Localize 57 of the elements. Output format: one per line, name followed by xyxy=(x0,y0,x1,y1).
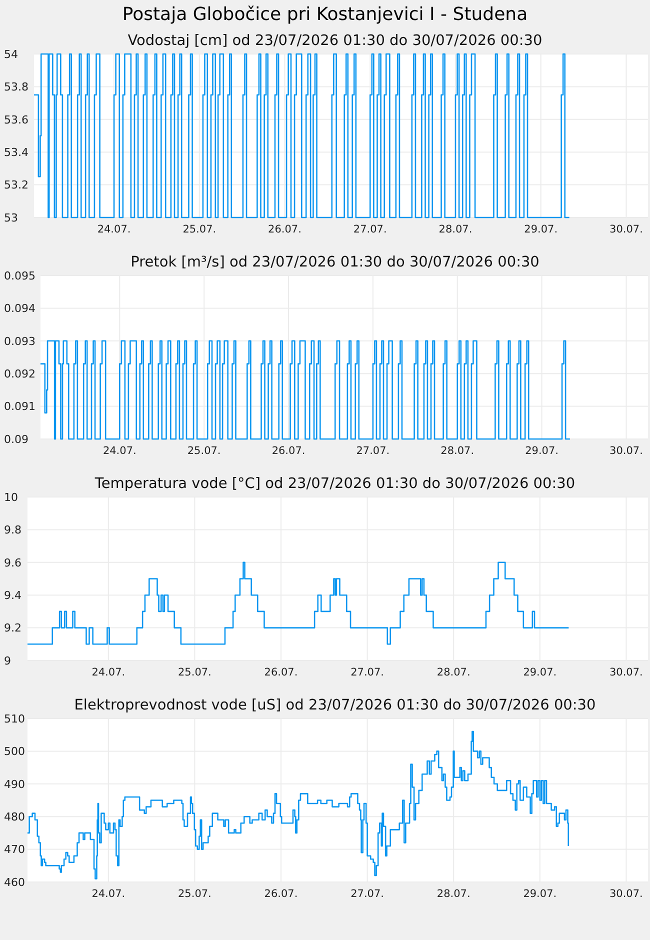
y-tick-label: 0.094 xyxy=(4,302,36,316)
chart-title: Pretok [m³/s] od 23/07/2026 01:30 do 30/07/2026 00:30 xyxy=(130,254,540,270)
chart-title: Temperatura vode [°C] od 23/07/2026 01:30 do 30/07/2026 00:30 xyxy=(94,476,576,492)
chart-subtitle: Vodostaj [cm] od 23/07/2026 01:30 do 30/07/2026 00:30 xyxy=(128,33,542,49)
y-tick-label: 9.8 xyxy=(4,524,22,537)
x-tick-label: 30.07. xyxy=(610,224,643,236)
x-tick-label: 26.07. xyxy=(268,224,302,236)
x-tick-label: 30.07. xyxy=(610,445,643,457)
y-tick-label: 53.6 xyxy=(4,113,28,126)
y-tick-label: 53.4 xyxy=(4,146,28,159)
x-tick-label: 27.07. xyxy=(350,888,384,900)
x-tick-label: 27.07. xyxy=(353,224,387,236)
y-tick-label: 0.095 xyxy=(4,269,36,282)
x-tick-label: 24.07. xyxy=(92,666,126,678)
x-tick-label: 29.07. xyxy=(524,224,558,236)
x-tick-label: 28.07. xyxy=(436,666,470,678)
x-tick-label: 28.07. xyxy=(438,224,472,236)
x-tick-label: 30.07. xyxy=(610,888,643,900)
x-tick-label: 29.07. xyxy=(525,445,559,457)
x-tick-label: 30.07. xyxy=(610,666,643,678)
y-tick-label: 9 xyxy=(4,654,11,668)
y-tick-label: 480 xyxy=(4,810,25,824)
y-tick-label: 9.2 xyxy=(4,622,22,635)
x-tick-label: 28.07. xyxy=(440,445,474,457)
chart-title: Postaja Globočice pri Kostanjevici I - Studena xyxy=(122,4,528,25)
x-tick-label: 24.07. xyxy=(97,224,131,236)
y-tick-label: 0.093 xyxy=(4,334,36,348)
y-tick-label: 9.6 xyxy=(4,556,22,570)
y-tick-label: 500 xyxy=(4,745,25,758)
y-tick-label: 53.2 xyxy=(4,178,28,192)
y-tick-label: 0.09 xyxy=(4,432,28,446)
chart-title: Elektroprevodnost vode [uS] od 23/07/2026 01:30 do 30/07/2026 00:30 xyxy=(74,698,596,714)
x-tick-label: 25.07. xyxy=(178,888,212,900)
y-tick-label: 0.091 xyxy=(4,400,36,414)
y-tick-label: 53.8 xyxy=(4,80,28,94)
x-tick-label: 25.07. xyxy=(178,666,212,678)
x-tick-label: 25.07. xyxy=(187,445,221,457)
y-tick-label: 460 xyxy=(4,876,25,889)
x-tick-label: 26.07. xyxy=(264,888,298,900)
x-tick-label: 28.07. xyxy=(436,888,470,900)
x-tick-label: 24.07. xyxy=(92,888,126,900)
x-tick-label: 29.07. xyxy=(523,888,557,900)
y-tick-label: 9.4 xyxy=(4,588,22,602)
y-tick-label: 53 xyxy=(4,211,18,224)
x-tick-label: 27.07. xyxy=(350,666,384,678)
y-tick-label: 0.092 xyxy=(4,367,36,380)
x-tick-label: 24.07. xyxy=(102,445,136,457)
y-tick-label: 54 xyxy=(4,48,18,61)
x-tick-label: 27.07. xyxy=(356,445,390,457)
y-tick-label: 10 xyxy=(4,490,18,504)
x-tick-label: 29.07. xyxy=(523,666,557,678)
y-tick-label: 470 xyxy=(4,843,25,856)
x-tick-label: 26.07. xyxy=(272,445,306,457)
y-tick-label: 510 xyxy=(4,712,25,726)
x-tick-label: 25.07. xyxy=(182,224,216,236)
y-tick-label: 490 xyxy=(4,778,25,791)
x-tick-label: 26.07. xyxy=(264,666,298,678)
